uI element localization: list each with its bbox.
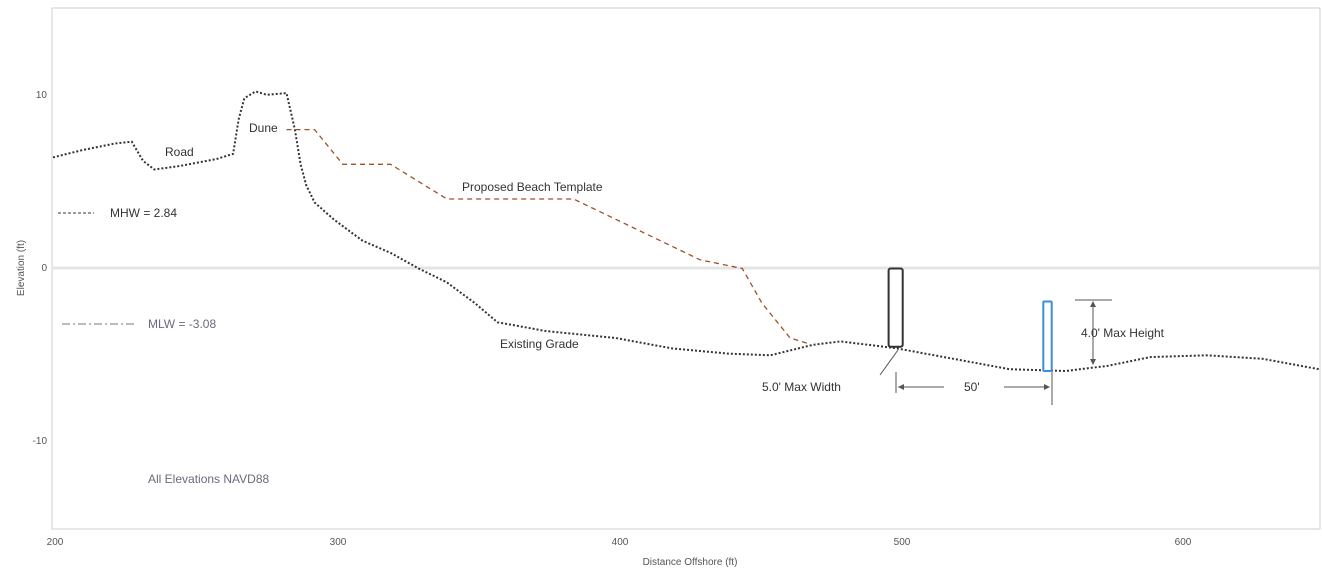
x-axis-ticks: 200 300 400 500 600 <box>47 537 1192 548</box>
max-height-label: 4.0' Max Height <box>1081 326 1165 340</box>
y-tick-label: 10 <box>36 90 48 101</box>
x-tick-label: 300 <box>330 537 347 548</box>
dune-label: Dune <box>249 121 278 135</box>
x-tick-label: 200 <box>47 537 64 548</box>
y-tick-label: 0 <box>41 263 47 274</box>
spacing-arrow-left <box>898 384 904 390</box>
y-axis-ticks: 10 0 -10 <box>33 90 48 447</box>
x-tick-label: 400 <box>612 537 629 548</box>
proposed-beach-template-line <box>286 128 808 344</box>
breakwater-structure-max-height <box>1042 300 1053 372</box>
x-tick-label: 500 <box>894 537 911 548</box>
max-width-label: 5.0' Max Width <box>762 380 841 394</box>
existing-grade-label: Existing Grade <box>500 337 579 351</box>
breakwater-structure-max-width <box>887 267 904 348</box>
height-arrow-bottom <box>1090 359 1096 365</box>
mlw-label: MLW = -3.08 <box>148 317 216 331</box>
existing-grade-line <box>52 90 1320 373</box>
road-label: Road <box>165 145 194 159</box>
spacing-label: 50' <box>964 380 980 394</box>
datum-note: All Elevations NAVD88 <box>148 472 269 486</box>
max-width-leader <box>879 349 899 376</box>
y-tick-label: -10 <box>33 436 48 447</box>
height-arrow-top <box>1090 301 1096 307</box>
template-label: Proposed Beach Template <box>462 180 603 194</box>
x-tick-label: 600 <box>1175 537 1192 548</box>
x-axis-title: Distance Offshore (ft) <box>643 557 738 568</box>
spacing-arrow-right <box>1044 384 1050 390</box>
y-axis-title: Elevation (ft) <box>16 240 27 296</box>
mhw-label: MHW = 2.84 <box>110 206 177 220</box>
